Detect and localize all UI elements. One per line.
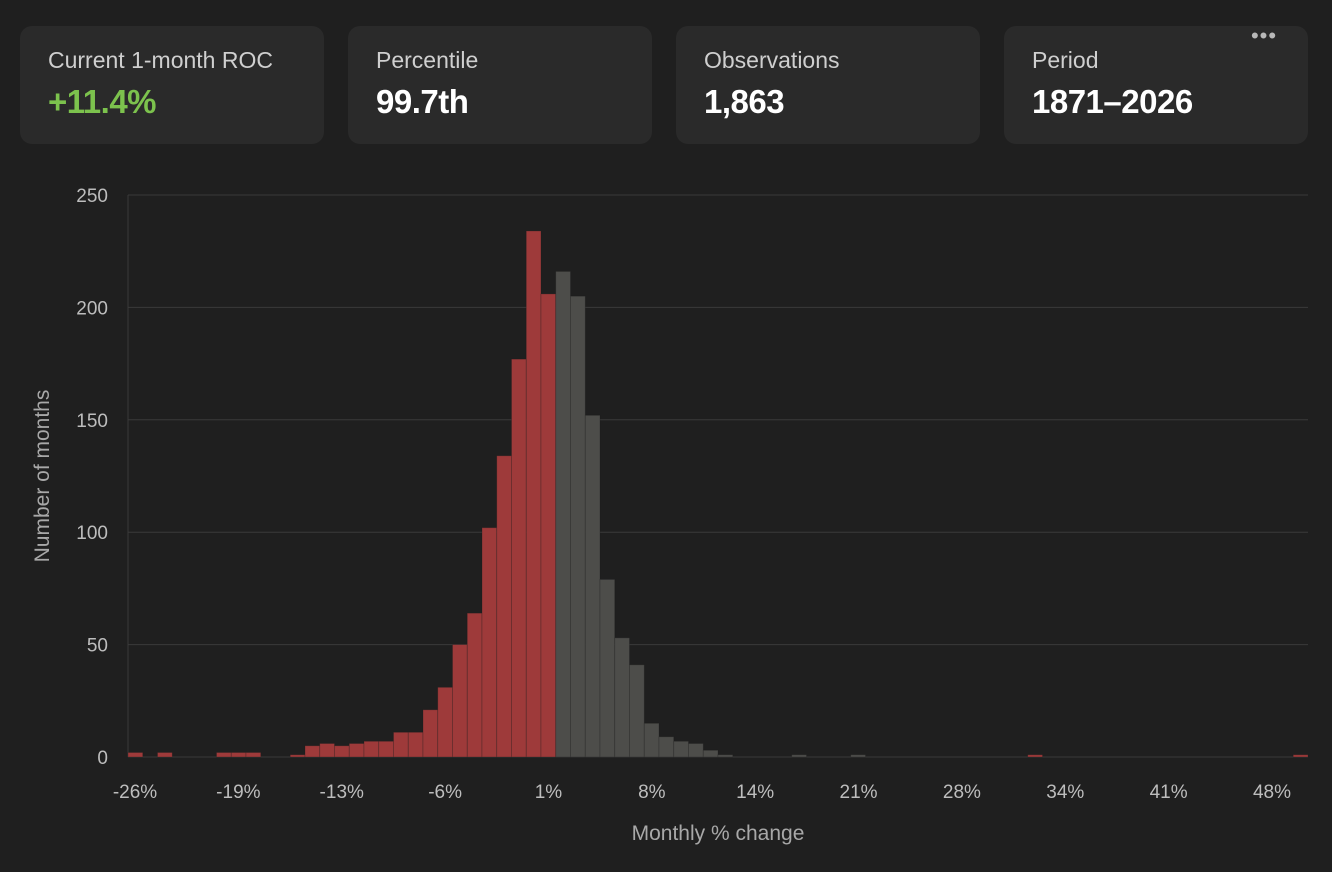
histogram-bar [496, 455, 512, 758]
histogram-bar [289, 754, 306, 758]
histogram-bar [511, 358, 527, 758]
y-axis-title: Number of months [31, 390, 54, 563]
x-tick-label: 1% [535, 782, 563, 803]
stats-row: Current 1-month ROC +11.4% Percentile 99… [20, 26, 1308, 144]
histogram-bar [319, 743, 335, 758]
histogram-bar [599, 579, 616, 758]
x-tick-label: 28% [943, 782, 981, 803]
period-card: Period 1871–2026 [1004, 26, 1308, 144]
y-tick-label: 0 [97, 748, 108, 769]
x-tick-label: -6% [428, 782, 462, 803]
percentile-value: 99.7th [376, 83, 469, 120]
histogram-bar [304, 745, 321, 758]
x-tick-label: 14% [736, 782, 774, 803]
histogram-bar [378, 740, 394, 758]
current-roc-value: +11.4% [48, 83, 157, 120]
percentile-card: Percentile 99.7th [348, 26, 652, 144]
x-tick-label: -19% [216, 782, 260, 803]
x-tick-label: 21% [840, 782, 878, 803]
histogram-bar [452, 644, 468, 758]
histogram-bar [614, 637, 630, 758]
y-tick-label: 100 [76, 523, 108, 544]
histogram-bar [363, 740, 380, 758]
x-axis-title: Monthly % change [632, 822, 805, 845]
x-tick-label: 34% [1046, 782, 1084, 803]
more-options-button[interactable]: ••• [1242, 23, 1286, 50]
histogram-bar [230, 752, 247, 758]
histogram-bar [127, 752, 144, 758]
histogram-bar [850, 754, 866, 758]
x-tick-label: -26% [113, 782, 157, 803]
histogram-bar [584, 414, 601, 758]
y-tick-label: 150 [76, 411, 108, 432]
histogram-bar [791, 754, 807, 758]
histogram-bar [717, 754, 734, 758]
percentile-label: Percentile [376, 47, 479, 73]
histogram-bar [525, 230, 542, 758]
histogram-bar [407, 731, 424, 758]
histogram-bar [629, 664, 645, 758]
histogram-bar [422, 709, 439, 758]
histogram-bar [245, 752, 262, 758]
histogram-bar [1292, 754, 1309, 758]
histogram-bar [540, 293, 557, 758]
histogram-bar [216, 752, 232, 758]
histogram-bar [702, 749, 719, 758]
x-tick-label: 41% [1150, 782, 1188, 803]
period-label: Period [1032, 47, 1099, 73]
current-roc-card: Current 1-month ROC +11.4% [20, 26, 324, 144]
histogram-bar [393, 731, 409, 758]
histogram-bar [673, 740, 689, 758]
histogram-bar [334, 745, 350, 758]
x-tick-label: -13% [320, 782, 364, 803]
histogram-bar [1027, 754, 1043, 758]
observations-label: Observations [704, 47, 840, 73]
histogram-bar [570, 295, 586, 758]
x-tick-label: 8% [638, 782, 666, 803]
more-horizontal-icon: ••• [1250, 23, 1278, 48]
y-tick-label: 250 [76, 186, 108, 207]
histogram-bar [643, 722, 660, 758]
histogram-chart: 0 50 100 150 200 250 -26% -19% -13% -6% 1% 8% 14% 21%… [31, 186, 1309, 845]
y-tick-label: 50 [87, 636, 108, 657]
histogram-bar [481, 527, 498, 758]
histogram-bar [658, 736, 675, 758]
observations-value: 1,863 [704, 83, 785, 120]
histogram-bar [555, 271, 571, 758]
histogram-bar [157, 752, 173, 758]
histogram-bar [437, 686, 453, 758]
observations-card: Observations 1,863 [676, 26, 980, 144]
y-tick-label: 200 [76, 298, 108, 319]
current-roc-label: Current 1-month ROC [48, 47, 273, 73]
histogram-bar [348, 743, 365, 758]
histogram-bar [688, 743, 704, 758]
period-value: 1871–2026 [1032, 83, 1193, 120]
histogram-bar [466, 612, 483, 758]
x-tick-label: 48% [1253, 782, 1291, 803]
